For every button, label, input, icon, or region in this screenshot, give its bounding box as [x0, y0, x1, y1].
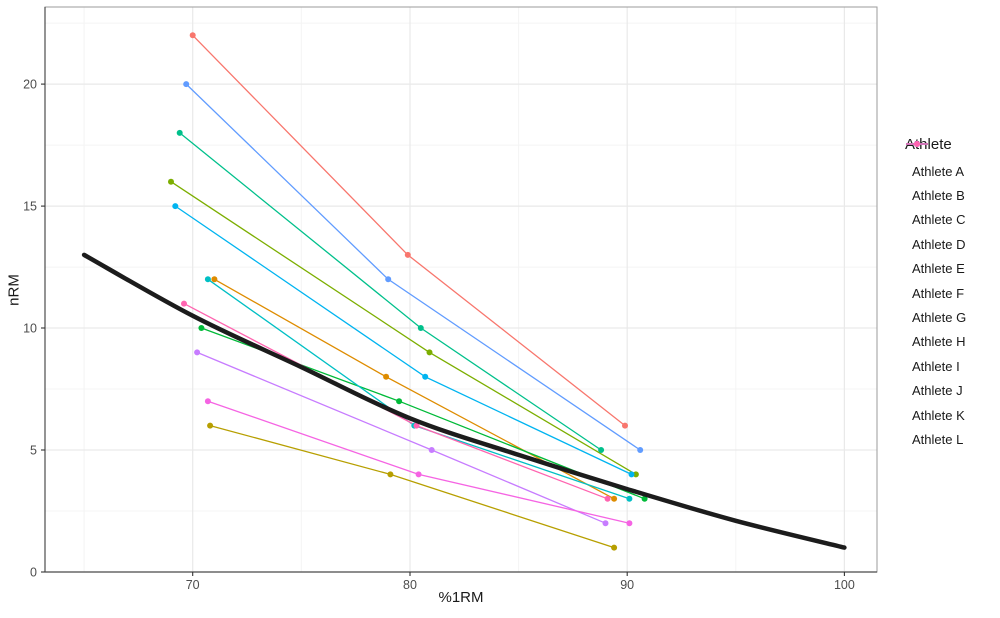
series-points-athlete-h — [172, 203, 635, 478]
legend-item-athlete-d: Athlete D — [905, 141, 997, 256]
legend-label: Athlete A — [912, 163, 965, 179]
y-tick-labels: 0 5 10 15 20 — [23, 77, 37, 579]
y-tick-label: 20 — [23, 77, 37, 91]
legend-item-athlete-h: Athlete H — [905, 141, 997, 354]
legend-label: Athlete F — [912, 285, 965, 301]
series-points-athlete-a — [189, 32, 628, 429]
legend-item-athlete-a: Athlete A — [905, 141, 997, 183]
legend-item-athlete-k: Athlete K — [905, 141, 997, 427]
x-tick-label: 70 — [186, 578, 200, 592]
legend-label: Athlete I — [912, 358, 960, 374]
legend-item-athlete-g: Athlete G — [905, 141, 997, 329]
legend-key-icon — [906, 141, 928, 147]
series-points-athlete-j — [194, 349, 609, 527]
reference-curve — [81, 252, 847, 550]
legend-item-athlete-b: Athlete B — [905, 141, 997, 207]
y-tick-label: 5 — [30, 443, 37, 457]
axis-lines — [44, 7, 877, 573]
legend-item-athlete-l: Athlete L — [905, 141, 997, 451]
tick-marks — [41, 83, 845, 576]
x-tick-labels: 70 80 90 100 — [186, 578, 855, 592]
legend-item-athlete-f: Athlete F — [905, 141, 997, 305]
legend-label: Athlete H — [912, 334, 966, 350]
legend-label: Athlete C — [912, 212, 966, 228]
x-tick-label: 100 — [834, 578, 855, 592]
legend-item-athlete-c: Athlete C — [905, 141, 997, 232]
series-points-athlete-b — [211, 276, 618, 502]
legend-label: Athlete D — [912, 236, 966, 252]
series-points-athlete-i — [183, 81, 644, 453]
series-points-athlete-k — [204, 398, 633, 527]
series-points-athlete-f — [176, 129, 605, 453]
x-tick-label: 90 — [620, 578, 634, 592]
legend: Athlete Athlete A Athlete B Athlete C Athle… — [905, 137, 997, 452]
legend-item-athlete-j: Athlete J — [905, 141, 997, 403]
legend-label: Athlete G — [912, 310, 967, 326]
panel-background — [45, 7, 877, 572]
grid-minor — [45, 7, 877, 572]
series-points-athlete-c — [207, 422, 618, 551]
series-points-athlete-l — [181, 300, 611, 502]
legend-item-athlete-i: Athlete I — [905, 141, 997, 378]
legend-label: Athlete K — [912, 407, 965, 423]
x-axis-title: %1RM — [438, 589, 484, 606]
legend-item-athlete-e: Athlete E — [905, 141, 997, 281]
y-axis-title: nRM — [5, 274, 23, 306]
y-tick-label: 0 — [30, 565, 37, 579]
legend-label: Athlete L — [912, 431, 964, 447]
series-points — [168, 32, 648, 551]
legend-label: Athlete E — [912, 261, 965, 277]
legend-title: Athlete — [905, 136, 952, 153]
y-tick-label: 15 — [23, 199, 37, 213]
y-tick-label: 10 — [23, 321, 37, 335]
legend-items: Athlete A Athlete B Athlete C Athlete D Athl… — [905, 141, 997, 452]
series-points-athlete-d — [168, 178, 639, 478]
legend-label: Athlete J — [912, 383, 963, 399]
x-tick-label: 80 — [403, 578, 417, 592]
legend-label: Athlete B — [912, 188, 965, 204]
series-points-athlete-e — [198, 325, 648, 502]
